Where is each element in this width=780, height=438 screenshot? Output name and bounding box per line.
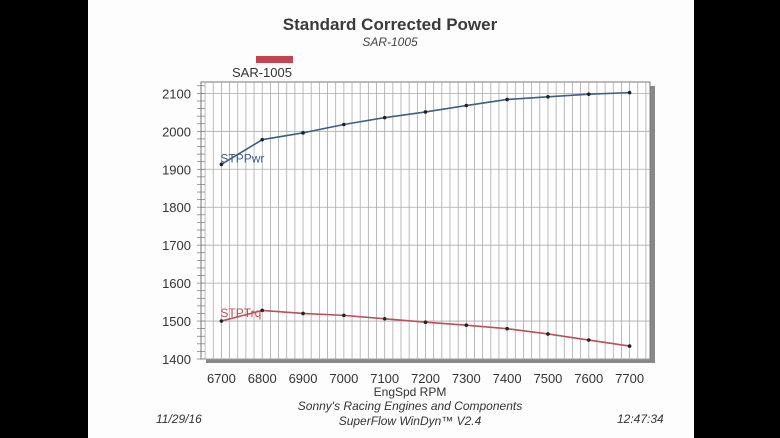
data-point-stptrq [301,311,305,316]
y-tick-label: 1600 [162,276,191,291]
data-point-stppwr [627,90,632,95]
data-point-stppwr [546,94,550,99]
data-point-stptrq [382,316,387,321]
data-point-stppwr [260,137,265,142]
x-tick-label: 7000 [329,371,358,386]
y-tick-label: 1500 [162,314,191,329]
y-tick-label: 1900 [162,162,191,177]
data-point-stppwr [464,103,469,108]
x-axis-label: EngSpd RPM [373,385,447,399]
software-name: SuperFlow WinDyn™ V2.4 [338,414,482,428]
x-tick-label: 7600 [574,371,603,386]
data-point-stptrq [586,338,591,342]
data-point-stppwr [382,115,387,120]
data-point-stppwr [505,97,509,102]
chart-subtitle: SAR-1005 [362,35,418,49]
x-tick-label: 7500 [533,371,562,386]
x-tick-label: 6700 [207,371,236,386]
x-tick-label: 6900 [289,371,318,386]
series-label-stptrq: STPTrq [220,306,261,320]
data-point-stptrq [219,319,224,323]
x-tick-label: 7400 [493,371,522,386]
x-tick-label: 6800 [248,371,277,386]
x-tick-label: 7100 [370,371,399,386]
legend-label: SAR-1005 [232,65,292,80]
x-tick-label: 7300 [452,371,481,386]
y-tick-label: 1800 [162,200,191,215]
test-time: 12:47:34 [617,412,664,426]
series-label-stppwr: STPPwr [220,151,264,165]
data-point-stptrq [505,326,509,331]
y-tick-label: 2100 [162,86,191,101]
data-point-stppwr [301,131,305,135]
data-point-stptrq [423,320,428,324]
data-point-stptrq [260,308,265,313]
data-point-stppwr [219,162,224,167]
data-point-stppwr [423,110,428,114]
x-tick-label: 7200 [411,371,440,386]
data-point-stptrq [464,323,469,328]
y-tick-label: 1400 [162,352,191,367]
data-point-stptrq [342,313,346,318]
company-name: Sonny's Racing Engines and Components [297,399,523,413]
chart-title: Standard Corrected Power [282,15,498,34]
y-tick-label: 1700 [162,238,191,253]
x-tick-label: 7700 [615,371,644,386]
legend-swatch [256,56,293,63]
data-point-stppwr [342,122,346,127]
data-point-stptrq [546,332,550,336]
test-date: 11/29/16 [156,412,202,426]
y-tick-label: 2000 [162,124,191,139]
data-point-stptrq [627,344,632,348]
data-point-stppwr [586,92,591,96]
